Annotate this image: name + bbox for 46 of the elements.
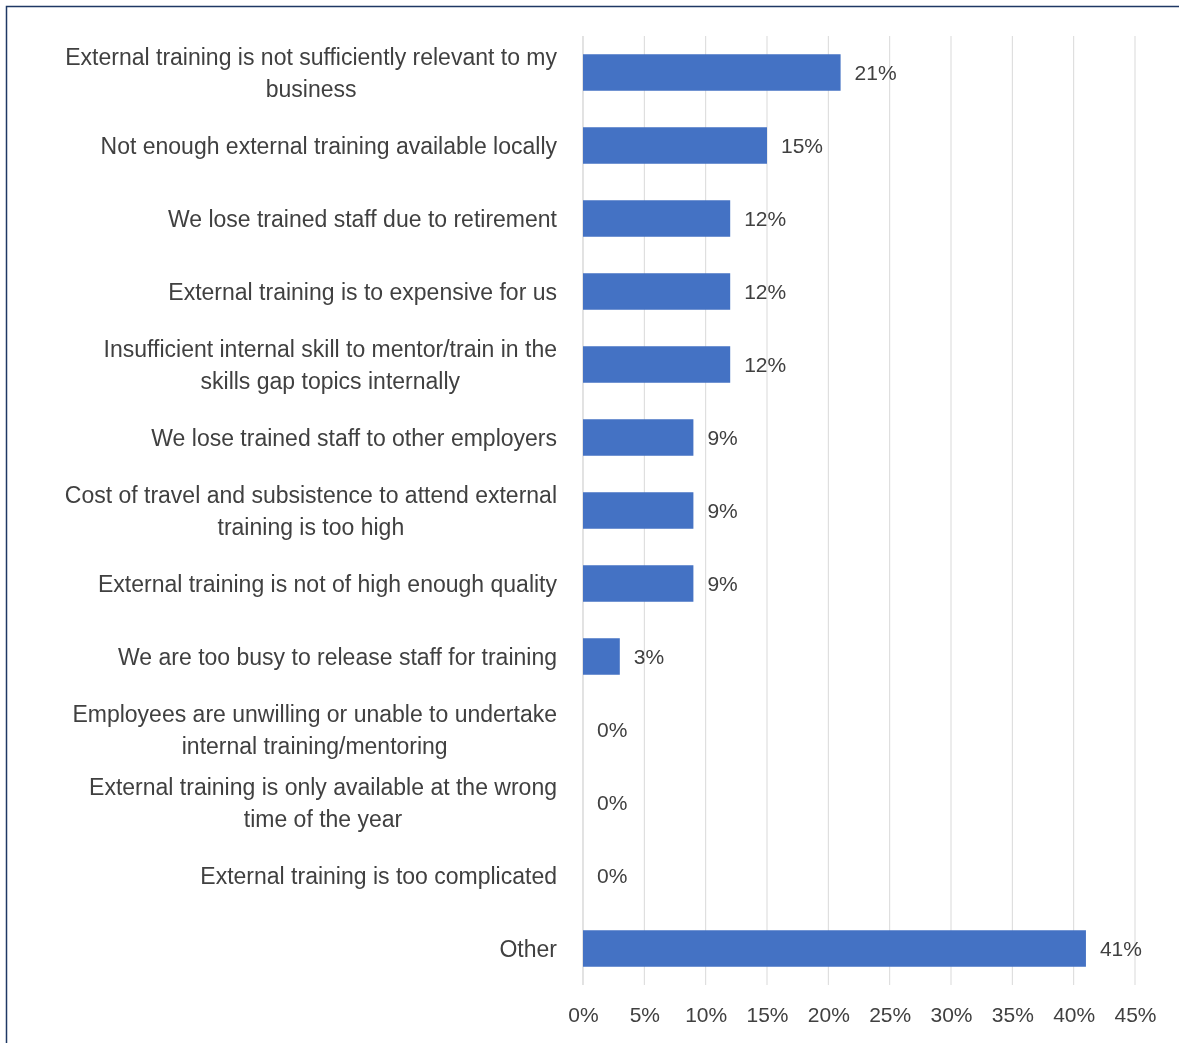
bar xyxy=(583,930,1086,967)
bar xyxy=(583,492,694,529)
data-label: 9% xyxy=(707,571,738,595)
x-tick-label: 0% xyxy=(568,1002,599,1026)
x-tick-label: 30% xyxy=(930,1002,973,1026)
y-tick-label: Insufficient internal skill to mentor/train in the skills gap topics internally xyxy=(103,335,557,394)
y-tick-label: External training is not sufficiently relevant to my business xyxy=(65,43,558,102)
bar xyxy=(583,565,694,602)
y-tick-label: Other xyxy=(499,935,558,962)
y-tick-label: Employees are unwilling or unable to undertake internal training/mentoring xyxy=(72,700,557,759)
x-tick-label: 40% xyxy=(1053,1002,1096,1026)
bar xyxy=(583,419,694,456)
x-tick-label: 35% xyxy=(991,1002,1034,1026)
y-tick-label: We lose trained staff due to retirement xyxy=(167,205,558,232)
data-label: 0% xyxy=(597,790,628,814)
x-tick-label: 5% xyxy=(629,1002,661,1026)
data-label: 9% xyxy=(707,498,738,522)
y-tick-label: We are too busy to release staff for training xyxy=(118,643,557,670)
y-tick-label: External training is too complicated xyxy=(200,862,557,889)
data-label: 0% xyxy=(597,863,628,887)
y-tick-label: We lose trained staff to other employers xyxy=(151,424,557,451)
x-tick-label: 25% xyxy=(869,1002,912,1026)
bar xyxy=(583,346,731,383)
y-tick-label: External training is only available at the wrong time of the year xyxy=(89,773,557,832)
bar xyxy=(583,127,767,164)
data-label: 12% xyxy=(744,352,787,376)
data-label: 9% xyxy=(707,425,738,449)
data-label: 15% xyxy=(781,133,824,157)
data-label: 21% xyxy=(854,60,897,84)
bar xyxy=(583,200,731,237)
x-tick-label: 20% xyxy=(807,1002,850,1026)
y-tick-label: Not enough external training available locally xyxy=(100,132,558,159)
data-label: 12% xyxy=(744,206,787,230)
bar xyxy=(583,638,620,675)
y-tick-label: Cost of travel and subsistence to attend external training is too high xyxy=(64,481,557,540)
x-tick-label: 15% xyxy=(746,1002,789,1026)
data-label: 0% xyxy=(597,717,628,741)
x-tick-label: 10% xyxy=(685,1002,728,1026)
data-label: 41% xyxy=(1099,936,1142,960)
bar xyxy=(583,54,841,91)
data-label: 12% xyxy=(744,279,787,303)
bar xyxy=(583,273,731,310)
y-tick-label: External training is not of high enough quality xyxy=(97,570,558,597)
x-tick-label: 45% xyxy=(1114,1002,1157,1026)
y-tick-label: External training is to expensive for us xyxy=(168,278,557,305)
data-label: 3% xyxy=(633,644,665,668)
